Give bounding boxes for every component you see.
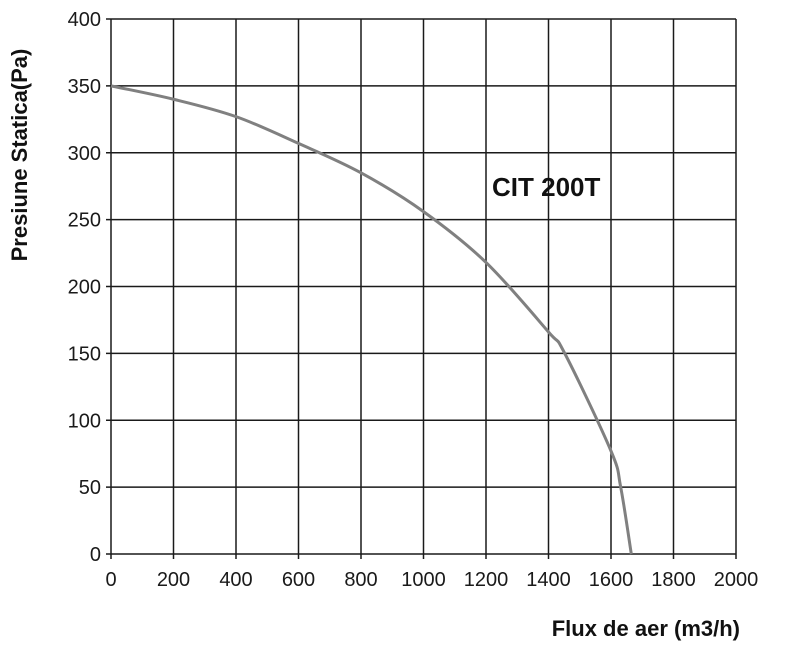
grid	[106, 18, 737, 559]
x-tick-label: 1000	[401, 569, 446, 591]
y-ticks: 0 50 100 150 200 250 300 350 400	[68, 9, 101, 566]
curve-annotation: CIT 200T	[492, 172, 600, 202]
x-tick-label: 600	[282, 569, 315, 591]
y-tick-label: 400	[68, 9, 101, 31]
y-tick-label: 350	[68, 76, 101, 98]
y-tick-label: 0	[90, 544, 101, 566]
y-tick-label: 150	[68, 343, 101, 365]
y-tick-label: 250	[68, 210, 101, 232]
y-tick-label: 200	[68, 277, 101, 299]
x-ticks: 0 200 400 600 800 1000 1200 1400 1600 1800 2000	[105, 569, 758, 591]
y-tick-label: 300	[68, 143, 101, 165]
y-tick-label: 100	[68, 410, 101, 432]
series-line-cit-200t	[110, 84, 633, 555]
x-tick-label: 400	[219, 569, 252, 591]
x-tick-label: 800	[344, 569, 377, 591]
x-tick-label: 1800	[651, 569, 696, 591]
x-tick-label: 1400	[526, 569, 571, 591]
x-axis-label: Flux de aer (m3/h)	[552, 616, 740, 641]
x-tick-label: 200	[157, 569, 190, 591]
x-tick-label: 1600	[589, 569, 634, 591]
x-tick-label: 0	[105, 569, 116, 591]
x-tick-label: 2000	[714, 569, 759, 591]
x-tick-label: 1200	[464, 569, 509, 591]
y-axis-label: Presiune Statica(Pa)	[7, 49, 32, 262]
y-tick-label: 50	[79, 477, 101, 499]
